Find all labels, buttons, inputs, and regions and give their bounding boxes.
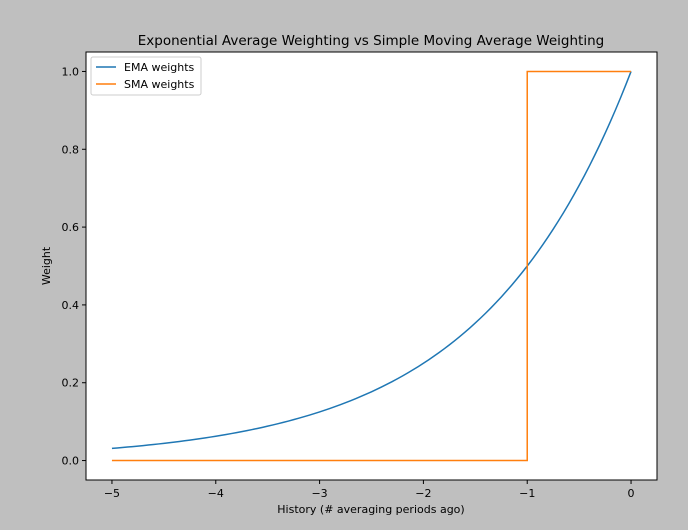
x-tick-label: −2: [415, 487, 431, 500]
y-tick-label: 0.8: [62, 143, 80, 156]
y-tick-label: 0.2: [62, 377, 80, 390]
ema-weights-line: [111, 71, 632, 450]
legend-label-ema: EMA weights: [124, 61, 195, 74]
y-tick-label: 0.0: [62, 455, 80, 468]
y-tick-label: 1.0: [62, 65, 80, 78]
x-ticks: −5 −4 −3 −2 −1 0: [104, 480, 635, 500]
y-tick-label: 0.4: [62, 299, 80, 312]
series-layer: [111, 70, 632, 462]
legend: EMA weights SMA weights: [90, 56, 202, 96]
sma-weights-line: [111, 70, 632, 462]
y-tick-label: 0.6: [62, 221, 80, 234]
legend-label-sma: SMA weights: [124, 78, 195, 91]
x-tick-label: 0: [628, 487, 635, 500]
y-axis-label: Weight: [40, 246, 53, 285]
x-tick-label: −4: [208, 487, 224, 500]
chart-title: Exponential Average Weighting vs Simple …: [138, 33, 604, 49]
x-axis-label: History (# averaging periods ago): [277, 503, 464, 516]
x-tick-label: −3: [311, 487, 327, 500]
x-tick-label: −1: [519, 487, 535, 500]
y-ticks: 0.0 0.2 0.4 0.6 0.8 1.0: [62, 65, 86, 468]
legend-box: [90, 56, 202, 96]
plot-area: [85, 51, 658, 481]
x-tick-label: −5: [104, 487, 120, 500]
